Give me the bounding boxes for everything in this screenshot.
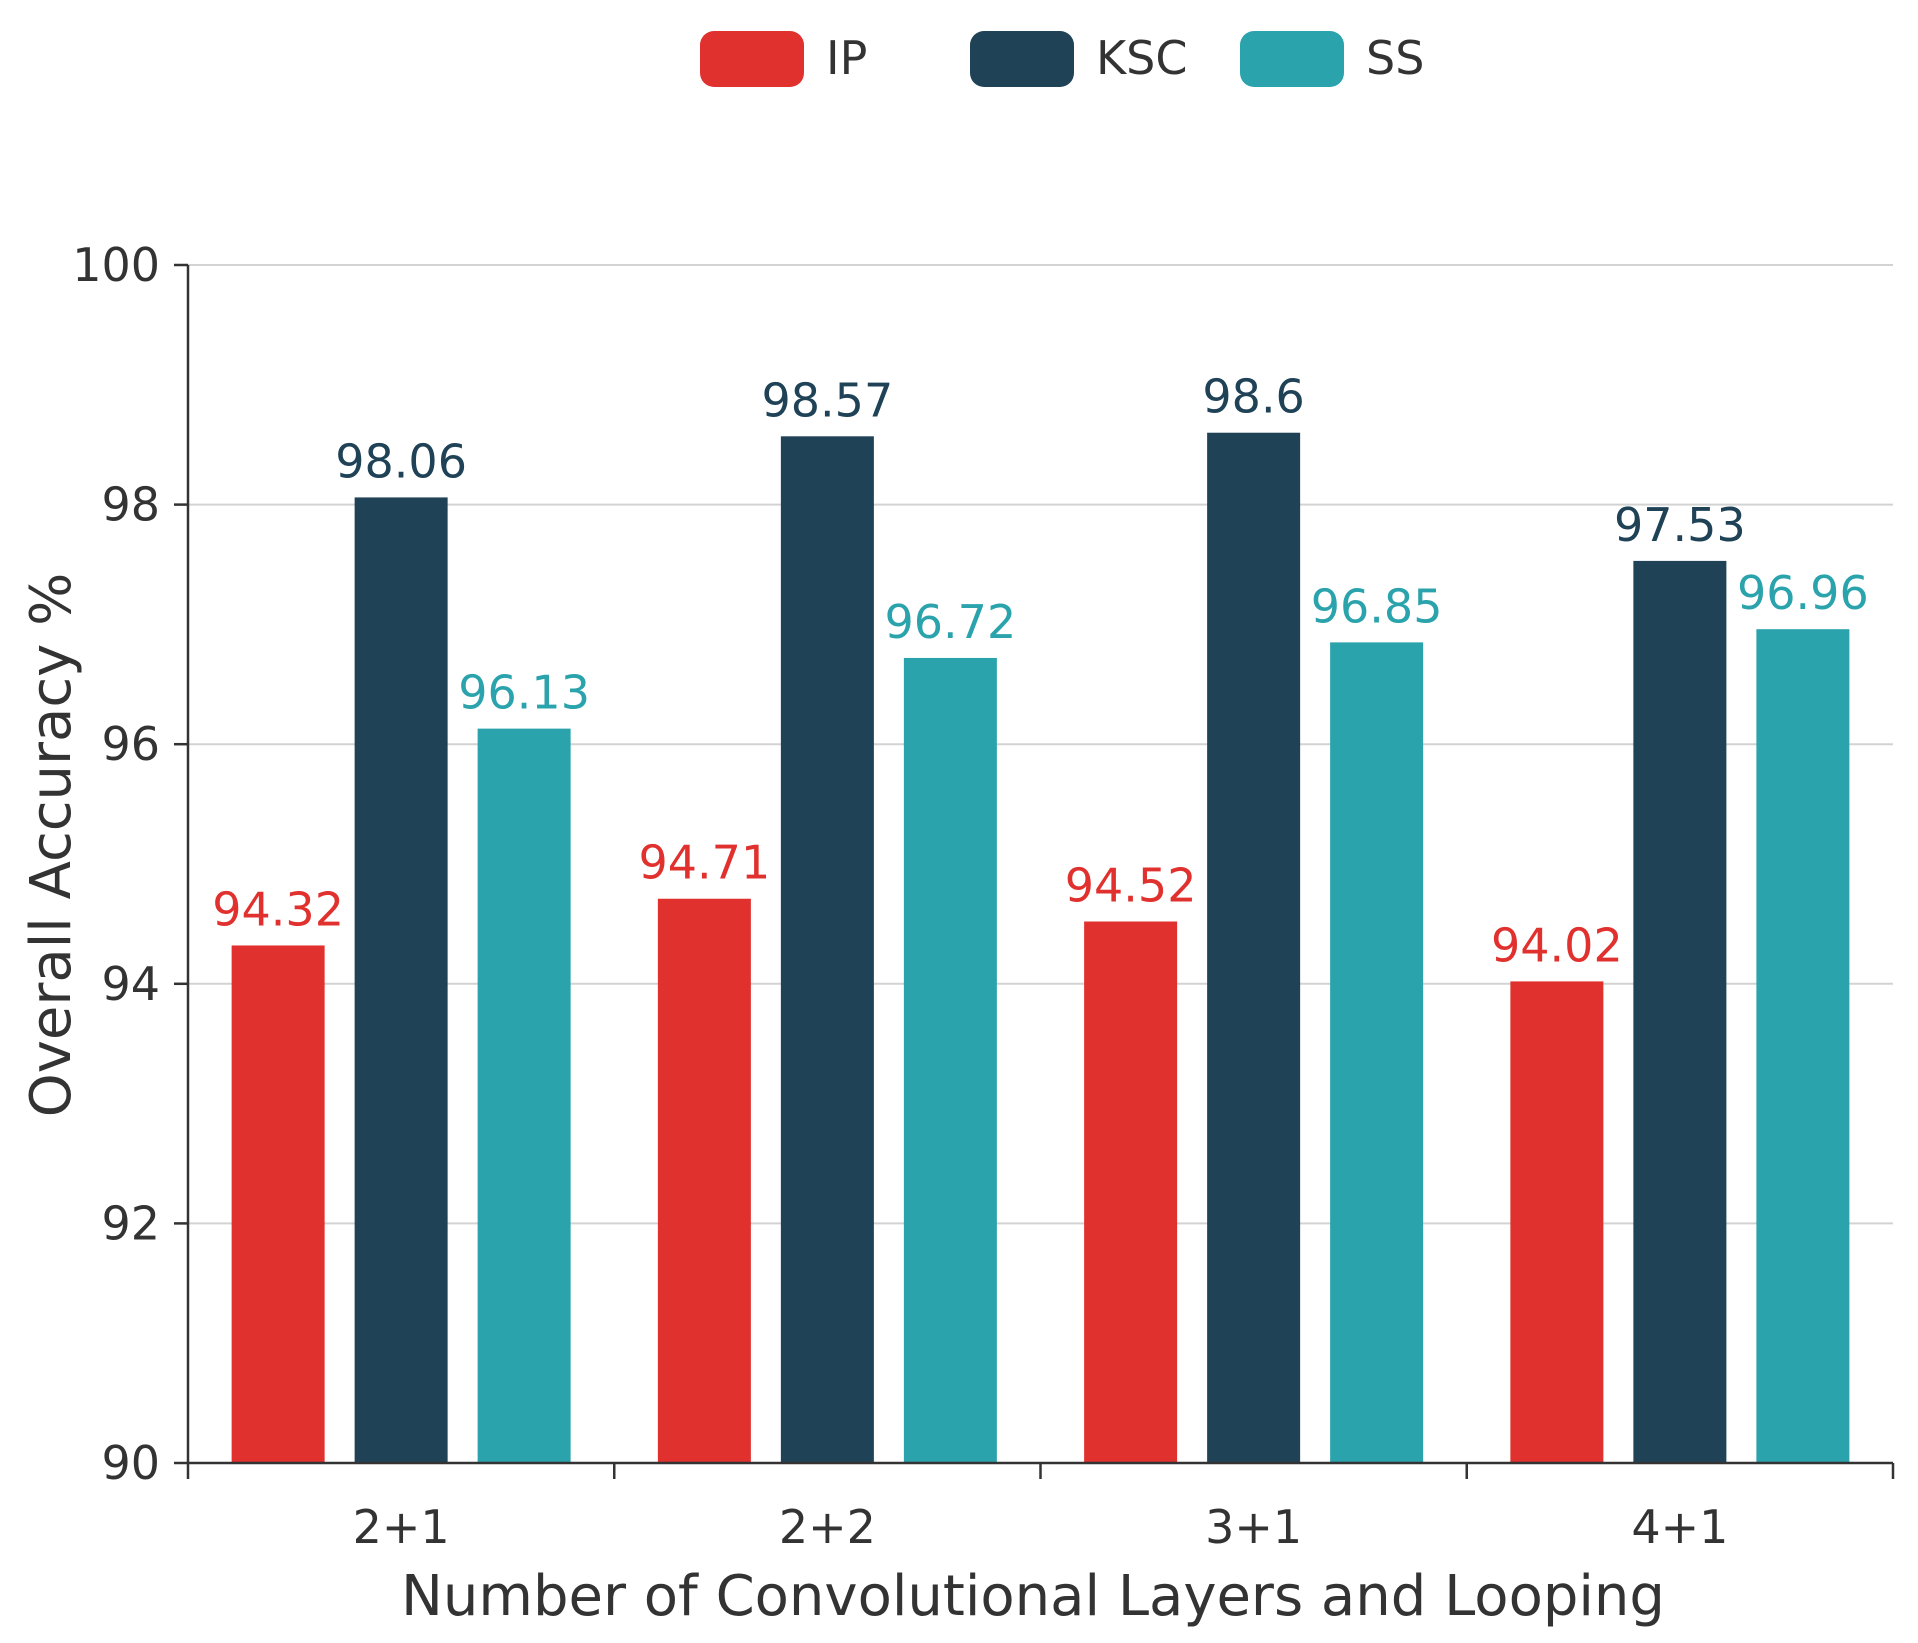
- bar-ss-2+2: [903, 657, 997, 1463]
- data-label-ip-3+1: 94.52: [1065, 859, 1197, 913]
- bar-ksc-2+2: [780, 436, 874, 1464]
- bar-ksc-4+1: [1633, 560, 1727, 1463]
- bars: [231, 432, 1850, 1464]
- bar-ss-2+1: [477, 728, 571, 1463]
- legend-swatch-ksc: [970, 31, 1074, 87]
- legend-swatch-ip: [700, 31, 804, 87]
- data-label-ip-2+1: 94.32: [212, 882, 344, 936]
- bar-ksc-3+1: [1207, 432, 1301, 1464]
- y-tick-label-90: 90: [101, 1436, 160, 1490]
- x-tick-label-4+1: 4+1: [1631, 1500, 1728, 1554]
- legend-label-ss: SS: [1366, 31, 1424, 85]
- data-label-ksc-4+1: 97.53: [1614, 498, 1746, 552]
- axes: 90 92 94 96 98 100 2+1 2+2 3+1 4+1: [72, 238, 1895, 1554]
- bar-ksc-2+1: [354, 497, 448, 1463]
- bar-ip-3+1: [1084, 921, 1178, 1463]
- y-tick-label-94: 94: [101, 957, 160, 1011]
- data-label-ksc-2+1: 98.06: [335, 434, 467, 488]
- data-label-ksc-3+1: 98.6: [1202, 370, 1304, 424]
- bar-ip-2+2: [657, 898, 751, 1463]
- bar-ip-4+1: [1510, 981, 1604, 1463]
- data-label-ss-3+1: 96.85: [1311, 579, 1443, 633]
- y-tick-label-96: 96: [101, 717, 160, 771]
- y-axis-title: Overall Accuracy %: [19, 573, 84, 1118]
- data-label-ss-2+2: 96.72: [885, 595, 1017, 649]
- bar-ss-4+1: [1756, 629, 1850, 1463]
- y-tick-label-98: 98: [101, 478, 160, 532]
- gridlines: [188, 264, 1893, 1225]
- x-tick-label-3+1: 3+1: [1205, 1500, 1302, 1554]
- legend-swatch-ss: [1240, 31, 1344, 87]
- y-tick-label-92: 92: [101, 1196, 160, 1250]
- x-tick-label-2+2: 2+2: [779, 1500, 876, 1554]
- data-label-ss-4+1: 96.96: [1737, 566, 1869, 620]
- data-label-ksc-2+2: 98.57: [762, 373, 894, 427]
- bar-ip-2+1: [231, 945, 325, 1463]
- x-axis-title: Number of Convolutional Layers and Loopi…: [401, 1564, 1665, 1629]
- data-label-ss-2+1: 96.13: [458, 666, 590, 720]
- data-labels: 94.32 98.06 96.13 94.71 98.57 96.72 94.52 98.6 9…: [212, 370, 1868, 973]
- y-tick-label-100: 100: [72, 238, 160, 292]
- legend: IP KSC SS: [700, 31, 1424, 87]
- legend-label-ip: IP: [826, 31, 867, 85]
- data-label-ip-2+2: 94.71: [639, 836, 771, 890]
- legend-label-ksc: KSC: [1096, 31, 1187, 85]
- bar-ss-3+1: [1330, 642, 1424, 1463]
- x-tick-label-2+1: 2+1: [353, 1500, 450, 1554]
- data-label-ip-4+1: 94.02: [1491, 918, 1623, 972]
